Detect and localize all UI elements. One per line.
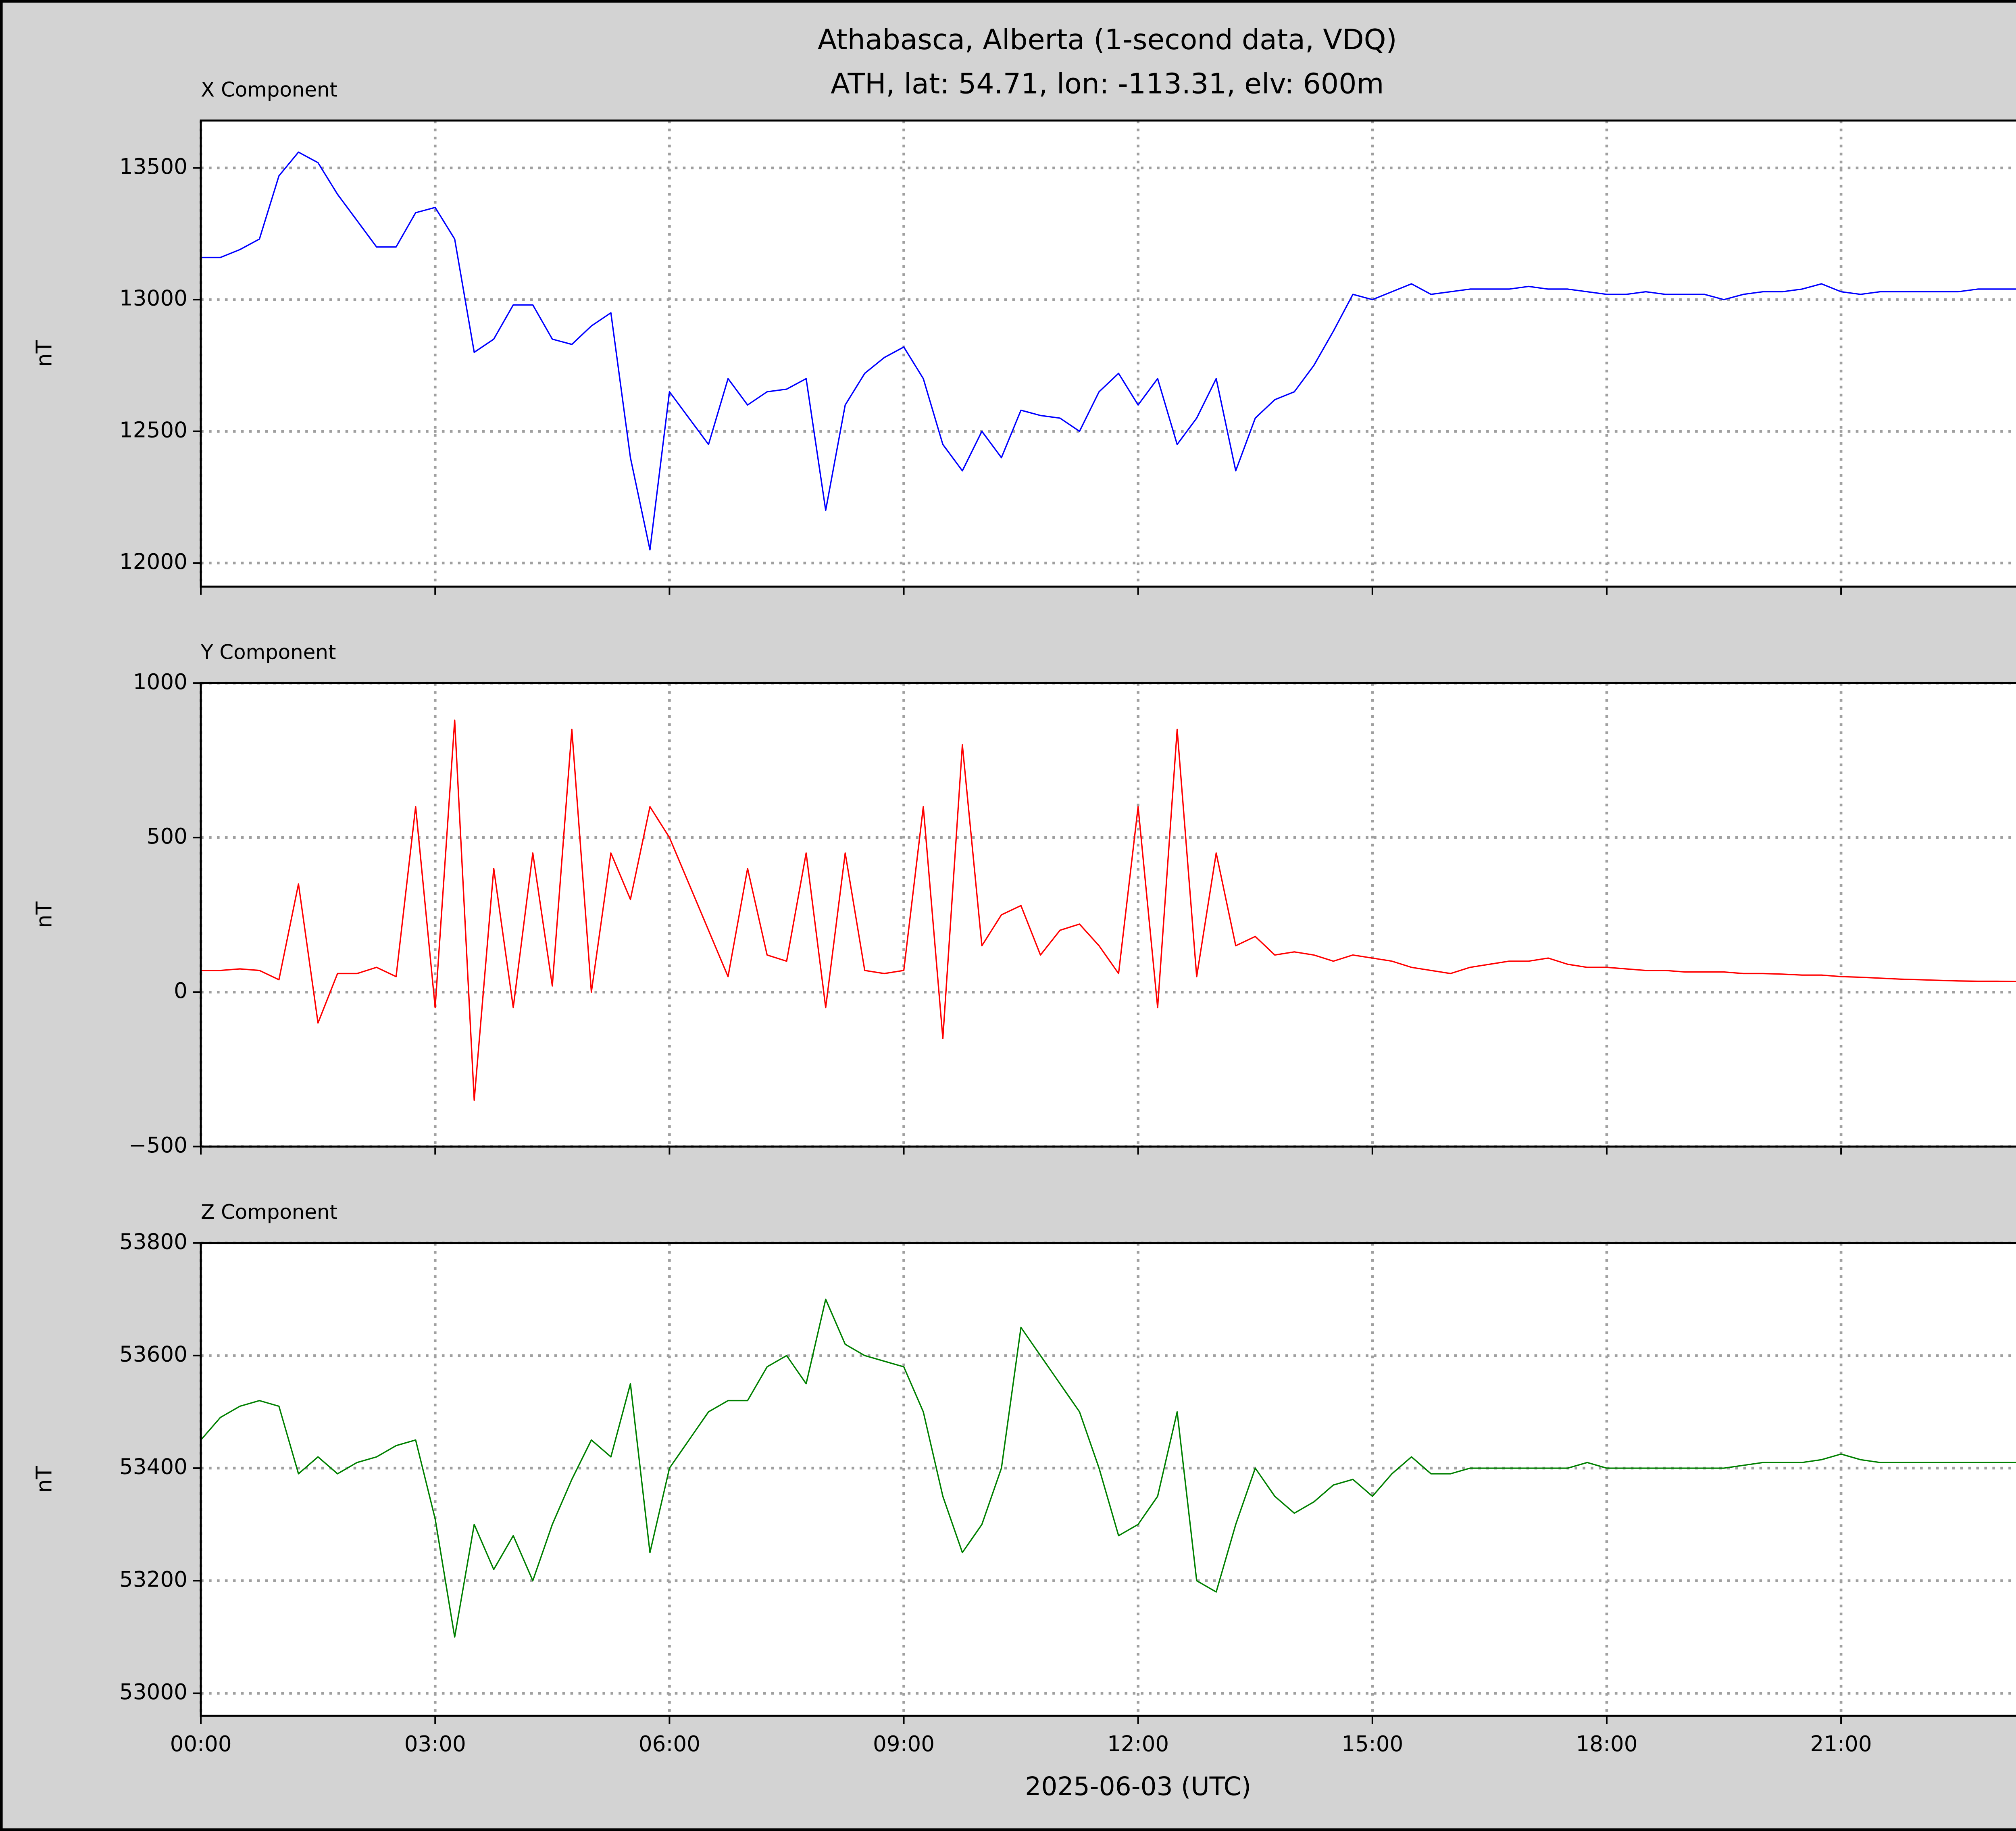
y-tick-label: 0 (174, 978, 187, 1003)
y-tick-label: 13500 (119, 154, 187, 179)
y-tick-label: −500 (129, 1133, 187, 1158)
axes-background (201, 683, 2016, 1147)
y-axis-label: nT (32, 901, 57, 928)
data-line (201, 719, 2016, 1101)
axes-background (201, 120, 2016, 587)
axes-frame (200, 1242, 2016, 1717)
axes-frame (200, 682, 2016, 1148)
axes-background (201, 1243, 2016, 1716)
y-tick-label: 12000 (119, 549, 187, 574)
figure-subtitle: ATH, lat: 54.71, lon: -113.31, elv: 600m (831, 68, 1384, 100)
y-tick-label: 53600 (119, 1342, 187, 1367)
y-tick-label: 53800 (119, 1229, 187, 1254)
axes-title: Y Component (200, 641, 336, 664)
x-tick-label: 21:00 (1810, 1731, 1872, 1756)
figure-title: Athabasca, Alberta (1-second data, VDQ) (818, 23, 1397, 56)
axes-title: Z Component (201, 1200, 337, 1224)
x-tick-label: 15:00 (1341, 1731, 1403, 1756)
y-tick-label: 12500 (119, 417, 187, 442)
y-tick-label: 53400 (119, 1454, 187, 1479)
y-tick-label: 53000 (119, 1679, 187, 1704)
x-tick-label: 00:00 (170, 1731, 232, 1756)
y-tick-label: 500 (147, 824, 187, 849)
axes-frame (200, 119, 2016, 588)
y-axis-label: nT (32, 340, 57, 367)
data-line (201, 151, 2016, 551)
y-axis-label: nT (32, 1466, 57, 1493)
y-tick-label: 1000 (133, 669, 187, 694)
x-tick-label: 09:00 (873, 1731, 935, 1756)
y-tick-label: 53200 (119, 1567, 187, 1592)
y-tick-label: 13000 (119, 286, 187, 311)
x-tick-label: 12:00 (1107, 1731, 1169, 1756)
x-tick-label: 06:00 (639, 1731, 700, 1756)
x-tick-label: 18:00 (1576, 1731, 1637, 1756)
x-tick-label: 03:00 (404, 1731, 466, 1756)
x-axis-label: 2025-06-03 (UTC) (1025, 1771, 1251, 1801)
data-line (200, 1298, 2016, 1638)
axes-title: X Component (201, 78, 337, 101)
